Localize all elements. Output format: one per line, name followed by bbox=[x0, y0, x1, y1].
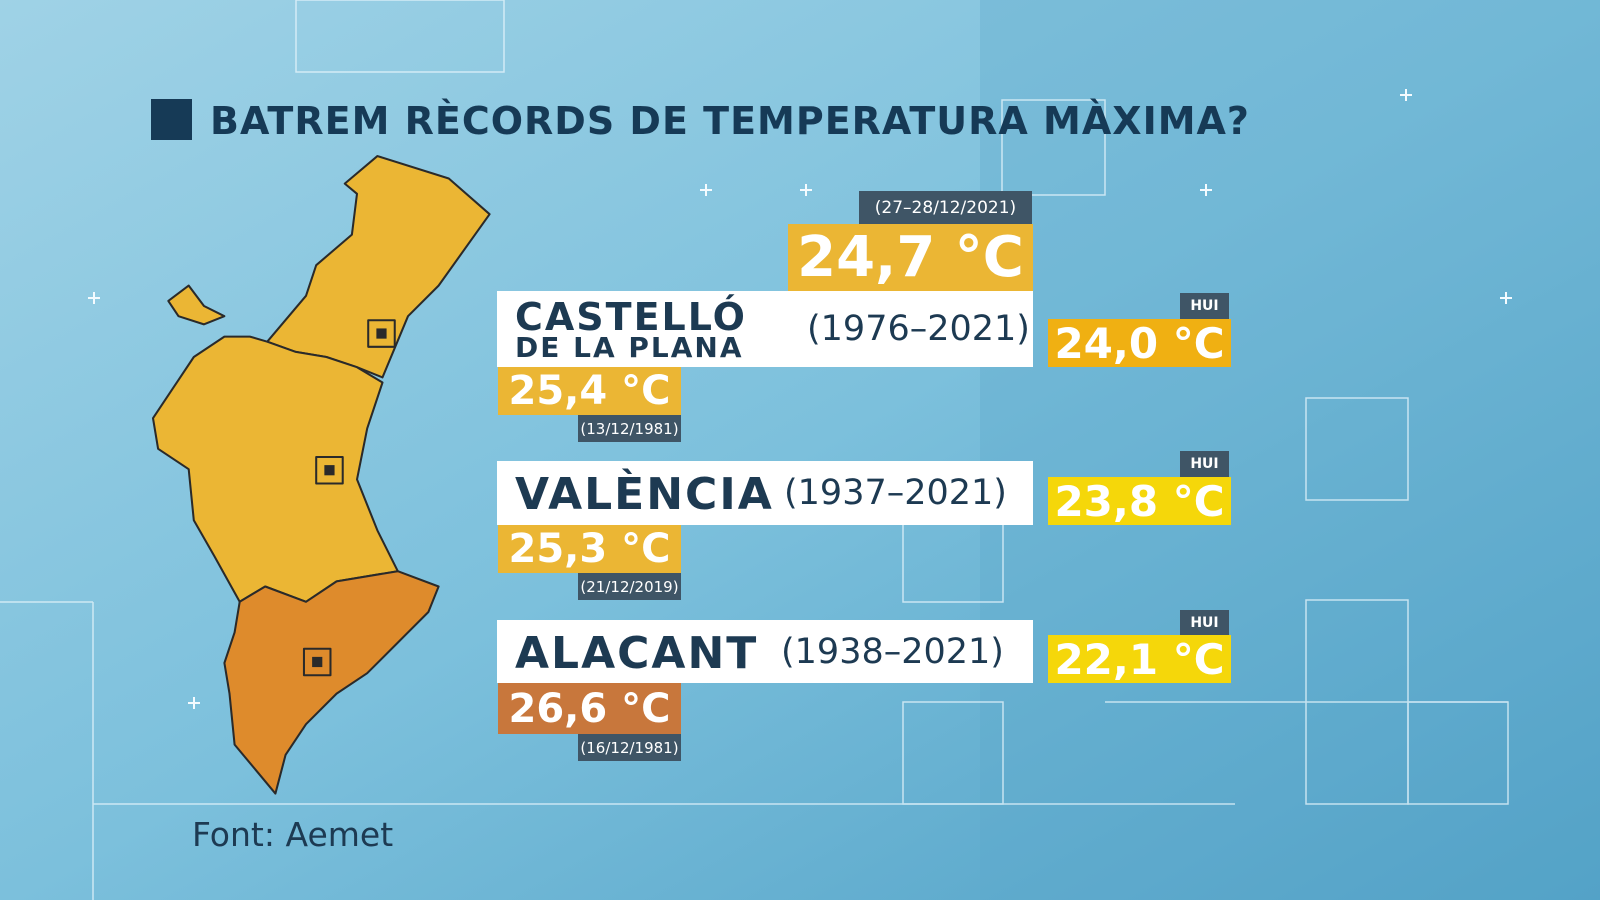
station-period: (1976–2021) bbox=[807, 309, 1030, 349]
record: 26,6 °C bbox=[498, 683, 681, 734]
map bbox=[151, 155, 491, 795]
station-box: VALÈNCIA (1937–2021) bbox=[497, 461, 1033, 525]
today-temperature: 24,0 °C bbox=[1048, 319, 1231, 368]
record-date: (21/12/2019) bbox=[578, 573, 681, 600]
station-box: ALACANT (1938–2021) bbox=[497, 620, 1033, 683]
station-box: CASTELLÓ DE LA PLANA (1976–2021) bbox=[497, 291, 1033, 367]
new-record-date: (27–28/12/2021) bbox=[859, 191, 1032, 224]
station-name: VALÈNCIA bbox=[515, 469, 774, 520]
station-period: (1937–2021) bbox=[784, 473, 1007, 513]
station-period: (1938–2021) bbox=[781, 632, 1004, 672]
today-label: HUI bbox=[1180, 451, 1229, 477]
record: 25,4 °C bbox=[498, 367, 681, 415]
title-marker bbox=[151, 99, 192, 140]
source: Font: Aemet bbox=[192, 814, 394, 854]
station-name: ALACANT bbox=[515, 628, 759, 679]
today-label: HUI bbox=[1180, 293, 1229, 319]
record-date: (16/12/1981) bbox=[578, 734, 681, 761]
record-date: (13/12/1981) bbox=[578, 415, 681, 442]
title: BATREM RÈCORDS DE TEMPERATURA MÀXIMA? bbox=[210, 99, 1250, 143]
station-name: CASTELLÓ bbox=[515, 295, 747, 339]
record: 25,3 °C bbox=[498, 525, 681, 573]
station-name: DE LA PLANA bbox=[515, 331, 744, 364]
today-temperature: 23,8 °C bbox=[1048, 477, 1231, 526]
new-record: 24,7 °C bbox=[788, 224, 1033, 291]
today-label: HUI bbox=[1180, 610, 1229, 635]
today-temperature: 22,1 °C bbox=[1048, 635, 1231, 684]
